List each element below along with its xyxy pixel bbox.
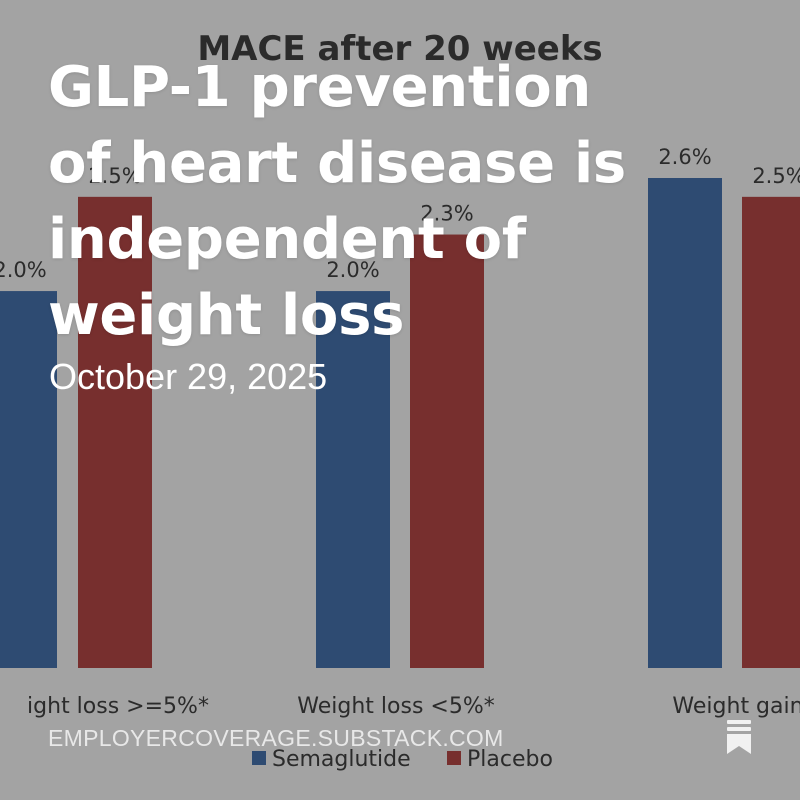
bookmark-icon[interactable] bbox=[724, 718, 754, 756]
placebo-value-label-1: 2.5% bbox=[88, 164, 141, 188]
placebo-bar-3 bbox=[742, 196, 800, 668]
site-url[interactable]: EMPLOYERCOVERAGE.SUBSTACK.COM bbox=[48, 725, 504, 751]
chart-legend: Semaglutide Placebo bbox=[252, 747, 553, 772]
placebo-value-label-3: 2.5% bbox=[752, 164, 800, 188]
category-label-1: ight loss >=5%* bbox=[27, 694, 209, 719]
semaglutide-legend-label: Semaglutide bbox=[272, 747, 411, 772]
semaglutide-bar-3 bbox=[648, 178, 722, 668]
chart-title: MACE after 20 weeks bbox=[197, 29, 602, 69]
post-date: October 29, 2025 bbox=[49, 356, 328, 397]
semaglutide-legend-swatch bbox=[252, 751, 266, 765]
placebo-bar-1 bbox=[78, 196, 152, 668]
chart-value-labels: 2.0% 2.5% 2.0% 2.3% 2.6% 2.5% bbox=[0, 145, 800, 282]
category-label-2: Weight loss <5%* bbox=[297, 694, 494, 719]
placebo-bar-2 bbox=[410, 234, 484, 669]
placebo-legend-label: Placebo bbox=[467, 747, 553, 772]
chart-bars bbox=[0, 178, 800, 669]
category-label-3: Weight gain bbox=[672, 694, 800, 719]
semaglutide-value-label-3: 2.6% bbox=[658, 145, 711, 169]
post-title[interactable]: GLP-1 prevention of heart disease is ind… bbox=[48, 55, 626, 348]
semaglutide-value-label-1: 2.0% bbox=[0, 258, 47, 282]
placebo-legend-swatch bbox=[447, 751, 461, 765]
semaglutide-bar-1 bbox=[0, 291, 57, 668]
semaglutide-bar-2 bbox=[316, 291, 390, 668]
chart-category-labels: ight loss >=5%* Weight loss <5%* Weight ga… bbox=[27, 694, 800, 719]
placebo-value-label-2: 2.3% bbox=[420, 202, 473, 226]
semaglutide-value-label-2: 2.0% bbox=[326, 258, 379, 282]
